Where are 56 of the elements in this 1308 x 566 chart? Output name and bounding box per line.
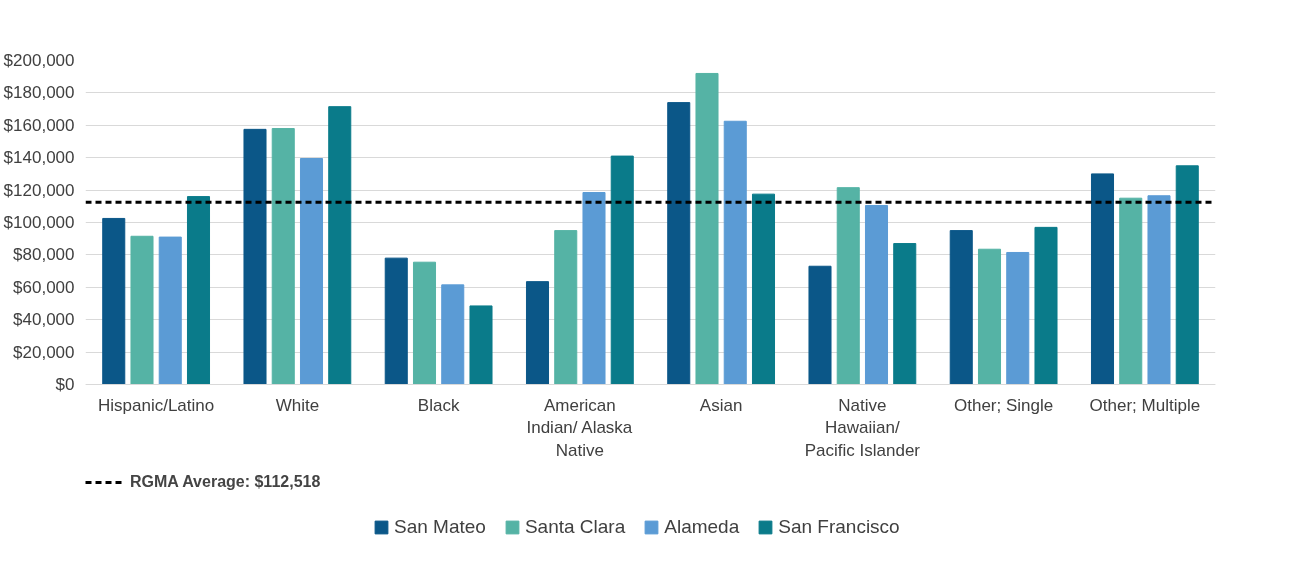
bar [243, 128, 267, 385]
x-tick-label: Native Hawaiian/ Pacific Islander [804, 395, 921, 461]
bar [1090, 173, 1115, 385]
bar [1006, 251, 1030, 385]
y-tick-label: $80,000 [13, 245, 75, 265]
bar [667, 102, 691, 385]
bar [412, 261, 437, 385]
x-tick-label: Other; Multiple [1089, 395, 1201, 415]
bar [864, 204, 889, 385]
bar [695, 72, 719, 385]
y-tick-label: $0 [55, 375, 75, 394]
x-tick-label: White [275, 395, 320, 415]
legend-label: Santa Clara [524, 516, 626, 538]
legend-label: Alameda [664, 516, 740, 538]
bar [949, 230, 973, 385]
y-tick-label: $40,000 [13, 310, 75, 330]
x-tick-label: American Indian/ Alaska Native [526, 395, 633, 461]
y-tick-label: $100,000 [3, 213, 75, 232]
bar [328, 106, 352, 385]
y-tick-label: $20,000 [13, 342, 75, 362]
x-tick-label: Other; Single [954, 395, 1054, 415]
y-tick-label: $180,000 [3, 83, 75, 103]
bar [1147, 195, 1171, 385]
bar [554, 230, 578, 385]
bar [582, 192, 606, 385]
y-tick-label: $160,000 [3, 115, 75, 135]
x-tick-label: Asian [699, 395, 743, 415]
bar [525, 281, 550, 385]
bar [271, 128, 295, 385]
bar [299, 158, 324, 385]
y-tick-label: $60,000 [13, 277, 75, 297]
bar [102, 217, 126, 385]
y-tick-label: $200,000 [3, 51, 75, 70]
x-tick-label: Black [417, 395, 460, 415]
bar [469, 305, 493, 385]
bar [384, 257, 408, 385]
bar [186, 196, 211, 385]
bar [751, 193, 776, 385]
legend-label: RGMA Average: $112,518 [130, 473, 321, 491]
bar [836, 187, 860, 385]
bar [808, 265, 832, 385]
legend-label: San Mateo [394, 516, 486, 538]
bar [610, 155, 634, 385]
bar [441, 284, 465, 385]
bar [1034, 226, 1058, 385]
bar [158, 236, 182, 385]
bar [1119, 197, 1143, 385]
legend-label: San Francisco [778, 516, 900, 538]
bar [130, 235, 154, 385]
x-tick-label: Hispanic/Latino [98, 395, 215, 415]
bar [977, 248, 1002, 385]
y-tick-label: $120,000 [3, 180, 75, 200]
bar [723, 120, 747, 385]
bar [893, 243, 917, 385]
y-tick-label: $140,000 [3, 148, 75, 168]
bar [1175, 165, 1199, 385]
